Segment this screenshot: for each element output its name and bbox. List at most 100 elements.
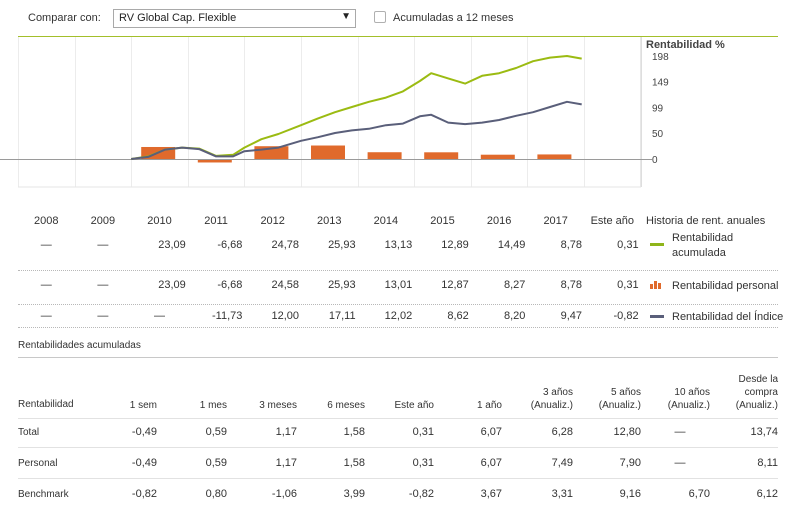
row-header-label: Rentabilidad <box>18 399 74 410</box>
y-tick-label: 198 <box>652 52 669 63</box>
accumulated-cell: 9,16 <box>619 488 641 500</box>
year-header: 2008 <box>34 215 59 227</box>
accumulated-cell: 12,80 <box>613 426 641 438</box>
accumulated-cell: 1,58 <box>343 457 365 469</box>
annual-cell: — <box>97 239 109 251</box>
accumulated-cell: -0,49 <box>131 457 157 469</box>
y-tick-label: 50 <box>652 129 664 140</box>
annual-cell: 24,58 <box>271 279 299 291</box>
index-return-line <box>131 100 582 160</box>
annual-cell: 25,93 <box>328 279 356 291</box>
annual-cell: 12,87 <box>441 279 469 291</box>
accumulated-cell: 8,11 <box>757 457 778 469</box>
legend-index-swatch <box>650 315 664 318</box>
annual-cell: — <box>40 279 52 291</box>
column-header: (Anualiz.) <box>667 400 710 411</box>
year-header: 2010 <box>147 215 172 227</box>
accumulated-cell: 0,59 <box>205 457 227 469</box>
column-header: (Anualiz.) <box>598 400 641 411</box>
row-label: Personal <box>18 458 58 469</box>
bar-2014 <box>367 152 402 159</box>
year-header: Este año <box>590 215 634 227</box>
column-header: compra <box>744 387 778 398</box>
annual-cell: -11,73 <box>212 310 243 322</box>
accumulated-cell: 6,07 <box>480 457 502 469</box>
accumulated-cell: -1,06 <box>271 488 297 500</box>
column-header: 3 meses <box>259 400 297 411</box>
row-label: Benchmark <box>18 489 69 500</box>
year-header: 2016 <box>486 215 512 227</box>
returns-chart: Rentabilidad % 198 149 99 50 0 <box>0 37 725 188</box>
accumulated-cell: 6,07 <box>480 426 502 438</box>
accumulate-12m-label[interactable]: Acumuladas a 12 meses <box>393 12 514 24</box>
chevron-down-icon[interactable]: ▼ <box>341 11 351 22</box>
accumulate-12m-checkbox[interactable] <box>374 11 386 23</box>
legend-accumulated-swatch <box>650 243 664 246</box>
accumulated-cell: — <box>674 426 686 438</box>
bar-2017 <box>537 154 572 159</box>
y-tick-label: 0 <box>652 155 658 166</box>
bar-chart-icon <box>650 281 661 289</box>
annual-cell: — <box>154 310 165 322</box>
annual-cell: — <box>40 310 52 322</box>
year-header: 2011 <box>204 215 228 227</box>
legend-index: Rentabilidad del Índice <box>672 311 784 323</box>
header-divider <box>18 36 778 37</box>
accumulated-cell: 7,90 <box>619 457 641 469</box>
y-axis-title: Rentabilidad % <box>646 39 725 51</box>
column-header: (Anualiz.) <box>735 400 778 411</box>
annual-cell: 25,93 <box>328 239 356 251</box>
year-header: 2014 <box>373 215 399 227</box>
accumulated-cell: 1,58 <box>343 426 365 438</box>
year-header: 2013 <box>317 215 342 227</box>
plot-area <box>18 37 641 187</box>
bar-2013 <box>311 145 345 159</box>
annual-cell: 0,31 <box>617 279 639 291</box>
annual-cell: 8,78 <box>560 239 582 251</box>
accumulated-cell: -0,82 <box>131 488 157 500</box>
accumulated-cell: 1,17 <box>275 426 297 438</box>
accumulated-cell: 0,59 <box>205 426 227 438</box>
bar-2016 <box>480 154 515 159</box>
fund-select-value: RV Global Cap. Flexible <box>119 12 237 24</box>
column-header: 5 años <box>610 387 641 398</box>
y-tick-label: 99 <box>652 104 664 115</box>
annual-cell: 8,78 <box>560 279 582 291</box>
accumulated-cell: -0,49 <box>131 426 157 438</box>
accumulated-cell: 6,28 <box>551 426 573 438</box>
legend-accumulated-line1: Rentabilidad <box>672 232 734 244</box>
legend-accumulated-line2: acumulada <box>672 247 726 259</box>
y-tick-labels: 198 149 99 50 0 <box>652 52 669 166</box>
compare-label: Comparar con: <box>28 12 101 24</box>
accumulated-cell: 0,31 <box>412 457 434 469</box>
y-tick-label: 149 <box>652 77 669 88</box>
column-header: 6 meses <box>327 400 365 411</box>
accumulated-cell: 7,49 <box>551 457 573 469</box>
accumulated-cell: 3,67 <box>480 488 502 500</box>
cumulative-lines <box>131 55 582 160</box>
annual-cell: -6,68 <box>217 279 243 291</box>
annual-cell: — <box>97 279 109 291</box>
accumulated-cell: 13,74 <box>750 426 778 438</box>
column-header: 10 años <box>674 387 710 398</box>
fund-compare-select[interactable]: RV Global Cap. Flexible ▼ <box>113 9 356 28</box>
column-header: 1 año <box>476 400 502 411</box>
year-header: 2017 <box>543 215 568 227</box>
annual-cell: 13,01 <box>384 279 413 291</box>
annual-cell: 13,13 <box>384 239 413 251</box>
row-divider <box>18 270 778 271</box>
legend-personal: Rentabilidad personal <box>672 280 779 292</box>
legend-accumulated: Rentabilidad acumulada <box>672 231 733 261</box>
year-header: 2009 <box>90 215 116 227</box>
annual-cell: — <box>97 310 109 322</box>
year-header: 2015 <box>430 215 455 227</box>
accumulated-cell: — <box>674 457 686 469</box>
accumulated-cell: -0,82 <box>408 488 434 500</box>
annual-cell: 9,47 <box>560 310 582 322</box>
accumulated-cell: 3,99 <box>343 488 365 500</box>
annual-cell: 14,49 <box>497 239 526 251</box>
annual-cell: 12,89 <box>441 239 469 251</box>
column-header: Desde la <box>738 374 778 385</box>
column-header: 1 mes <box>199 400 227 411</box>
annual-cell: -0,82 <box>613 310 639 322</box>
